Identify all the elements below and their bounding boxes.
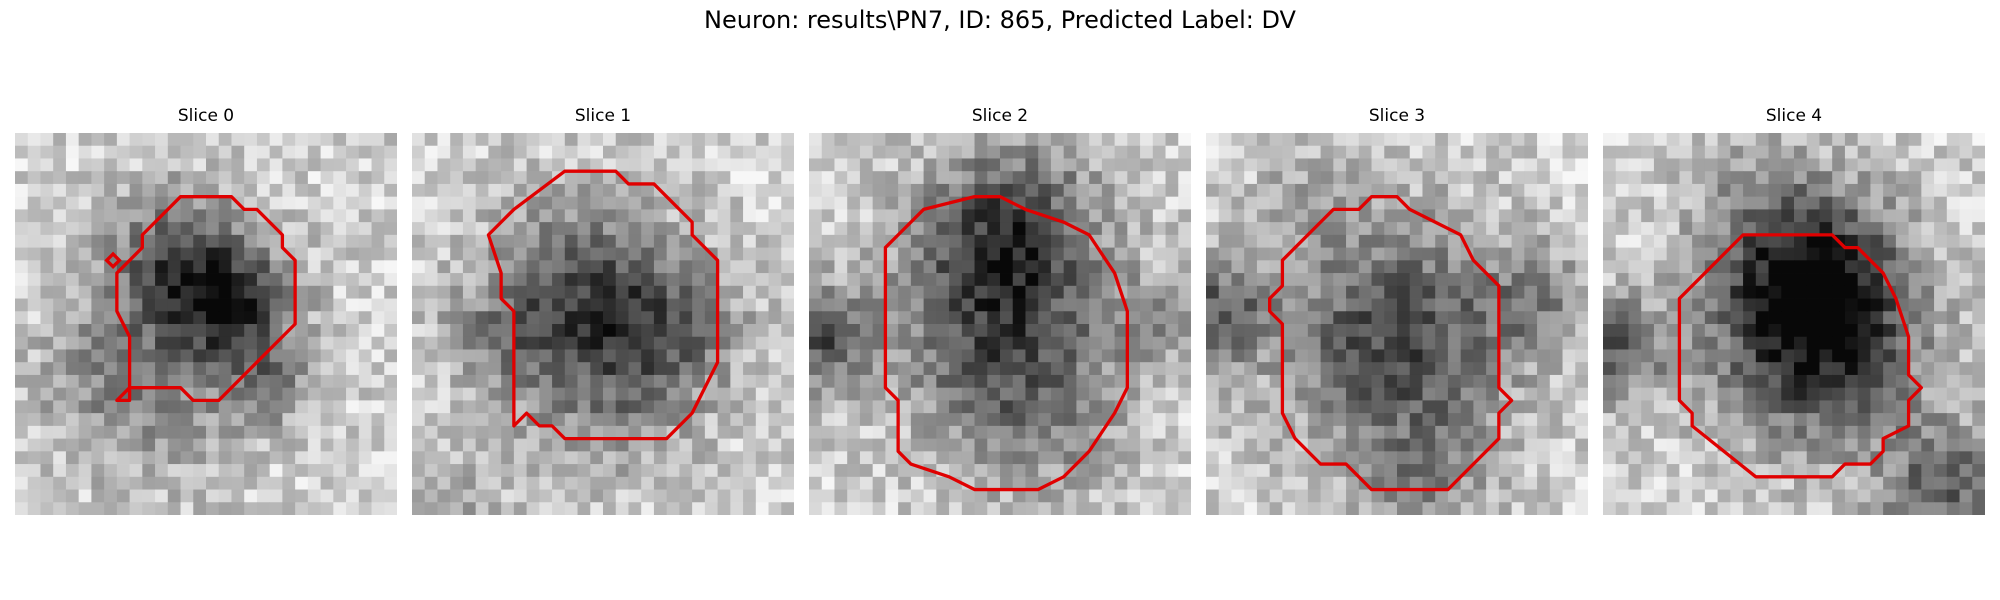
slice-panel-1: Slice 1 xyxy=(412,106,794,515)
slice-image xyxy=(809,133,1191,515)
slice-panel-0: Slice 0 xyxy=(15,106,397,515)
slice-image xyxy=(412,133,794,515)
slice-title: Slice 0 xyxy=(177,106,235,126)
segmentation-contour xyxy=(883,195,1129,492)
segmentation-contour xyxy=(115,195,297,403)
segmentation-contour xyxy=(486,169,720,441)
segmentation-contour xyxy=(1677,233,1923,479)
slice-image xyxy=(15,133,397,515)
segmentation-contour-small xyxy=(104,251,122,270)
slice-title: Slice 1 xyxy=(574,106,632,126)
slice-image xyxy=(1206,133,1588,515)
slice-title: Slice 2 xyxy=(971,106,1029,126)
slice-title: Slice 3 xyxy=(1368,106,1426,126)
slice-panel-3: Slice 3 xyxy=(1206,106,1588,515)
slice-title: Slice 4 xyxy=(1765,106,1823,126)
slice-panel-2: Slice 2 xyxy=(809,106,1191,515)
figure-title: Neuron: results\PN7, ID: 865, Predicted … xyxy=(704,6,1296,34)
slice-panel-4: Slice 4 xyxy=(1603,106,1985,515)
slice-image xyxy=(1603,133,1985,515)
segmentation-contour xyxy=(1268,195,1514,492)
